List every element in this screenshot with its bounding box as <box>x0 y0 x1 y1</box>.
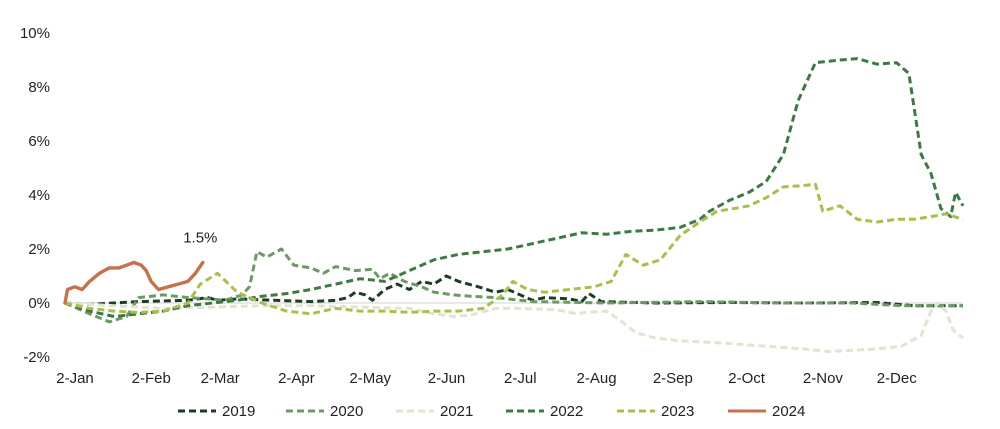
series-line-2022 <box>64 57 965 318</box>
series-line-2024 <box>63 260 205 305</box>
y-tick-label: 4% <box>28 187 50 204</box>
x-tick-label: 2-Dec <box>877 370 918 387</box>
series-line-2020 <box>64 247 963 324</box>
y-tick-label: 6% <box>28 133 50 150</box>
x-tick-label: 2-Aug <box>577 370 617 387</box>
x-tick-label: 2-Mar <box>201 370 240 387</box>
legend-label-2019: 2019 <box>222 403 255 420</box>
x-tick-label: 2-May <box>349 370 391 387</box>
x-tick-label: 2-Feb <box>132 370 171 387</box>
series-line-2021 <box>64 301 964 354</box>
x-tick-label: 2-Sep <box>653 370 693 387</box>
legend-label-2024: 2024 <box>772 403 805 420</box>
x-tick-label: 2-Jan <box>56 370 94 387</box>
x-tick-label: 2-Jul <box>504 370 537 387</box>
x-tick-label: 2-Apr <box>278 370 315 387</box>
y-tick-label: 10% <box>20 25 50 42</box>
legend-label-2022: 2022 <box>550 403 583 420</box>
legend-label-2020: 2020 <box>330 403 363 420</box>
x-tick-label: 2-Oct <box>728 370 766 387</box>
y-tick-label: 0% <box>28 295 50 312</box>
x-tick-label: 2-Jun <box>428 370 466 387</box>
legend-label-2023: 2023 <box>661 403 694 420</box>
y-axis: -2% 0% 2% 4% 6% 8% 10% <box>20 25 50 366</box>
legend: 2019 2020 2021 2022 2023 2024 <box>178 403 805 420</box>
annotation-label: 1.5% <box>183 230 217 247</box>
y-tick-label: 2% <box>28 241 50 258</box>
y-tick-label: -2% <box>23 349 50 366</box>
x-tick-label: 2-Nov <box>803 370 844 387</box>
series-line-2023 <box>64 182 964 316</box>
series-layer <box>63 57 965 354</box>
legend-label-2021: 2021 <box>440 403 473 420</box>
y-tick-label: 8% <box>28 79 50 96</box>
annotation-layer: 1.5% <box>183 230 217 247</box>
x-axis: 2-Jan 2-Feb 2-Mar 2-Apr 2-May 2-Jun 2-Jul 2-Aug… <box>56 370 917 387</box>
